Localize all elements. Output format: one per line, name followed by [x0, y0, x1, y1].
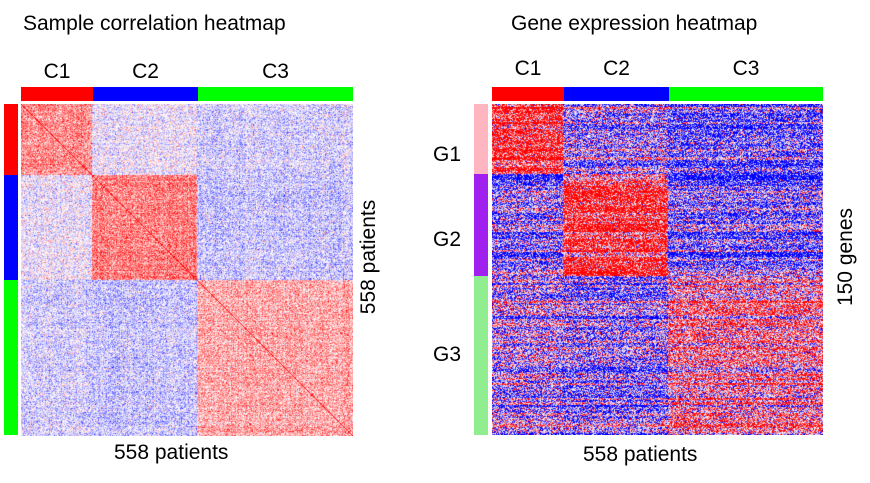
- left-chart-title: Sample correlation heatmap: [23, 12, 286, 35]
- right-row-annotation-g3: [474, 276, 488, 435]
- right-col-label-c3: C3: [732, 57, 760, 80]
- row-label-g2: G2: [432, 228, 461, 251]
- right-col-annotation-c1: [492, 87, 564, 101]
- expression-heatmap: [492, 104, 823, 435]
- correlation-heatmap: [21, 104, 353, 436]
- right-row-annotation-g2: [474, 174, 488, 276]
- left-row-annotation-c3: [4, 280, 18, 435]
- left-col-label-c1: C1: [43, 60, 71, 83]
- left-col-label-c3: C3: [262, 60, 289, 83]
- row-label-g3: G3: [432, 343, 461, 366]
- left-y-axis-label: 558 patients: [357, 199, 380, 315]
- left-col-label-c2: C2: [132, 60, 159, 83]
- left-x-axis-label: 558 patients: [114, 441, 229, 464]
- right-row-annotation-g1: [474, 104, 488, 174]
- right-col-label-c2: C2: [603, 57, 630, 80]
- row-label-g1: G1: [432, 143, 461, 166]
- left-row-annotation-c2: [4, 175, 18, 280]
- right-chart-title: Gene expression heatmap: [511, 12, 758, 35]
- left-col-annotation-c1: [21, 87, 93, 101]
- left-col-annotation-c2: [93, 87, 198, 101]
- right-col-annotation-c2: [564, 87, 669, 101]
- left-col-annotation-c3: [198, 87, 353, 101]
- right-col-annotation-c3: [669, 87, 823, 101]
- right-x-axis-label: 558 patients: [583, 443, 698, 466]
- right-y-axis-label: 150 genes: [834, 207, 857, 307]
- right-col-label-c1: C1: [514, 57, 542, 80]
- left-row-annotation-c1: [4, 104, 18, 175]
